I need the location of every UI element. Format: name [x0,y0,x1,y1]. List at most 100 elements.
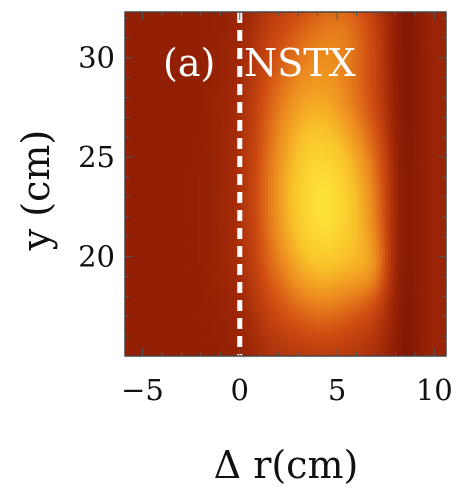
heatmap-cell [142,86,147,91]
heatmap-cell [148,179,152,184]
heatmap-cell [160,71,164,76]
heatmap-cell [139,143,144,148]
heatmap-cell [160,317,164,321]
heatmap-cell [154,17,158,22]
heatmap-cell [136,182,141,187]
heatmap-cell [127,47,132,52]
heatmap-cell [125,194,129,199]
heatmap-cell [127,287,132,291]
heatmap-cell [139,104,144,109]
heatmap-cell [142,329,147,333]
heatmap-cell [157,233,161,237]
heatmap-cell [145,281,149,285]
heatmap-cell [154,218,158,222]
heatmap-cell [139,101,144,106]
heatmap-cell [160,266,164,270]
heatmap-cell [157,335,161,339]
heatmap-cell [142,80,147,85]
heatmap-cell [151,83,155,88]
heatmap-cell [160,302,164,306]
heatmap-cell [148,350,152,354]
heatmap-cell [142,143,147,148]
heatmap-cell [162,242,167,246]
heatmap-cell [130,263,135,267]
heatmap-cell [154,83,158,88]
heatmap-cell [127,257,132,261]
heatmap-cell [125,233,129,237]
heatmap-cell [154,209,158,214]
heatmap-cell [139,122,144,127]
heatmap-cell [157,296,161,300]
heatmap-cell [130,230,135,234]
heatmap-cell [165,227,170,231]
heatmap-cell [125,227,129,231]
heatmap-cell [133,62,138,67]
heatmap-cell [148,176,152,181]
heatmap-cell [165,179,170,184]
heatmap-cell [125,74,129,79]
heatmap-cell [160,134,164,139]
heatmap-cell [145,236,149,240]
heatmap-cell [154,98,158,103]
heatmap-cell [154,293,158,297]
heatmap-cell [145,53,149,58]
heatmap-cell [136,23,141,28]
heatmap-cell [139,140,144,145]
heatmap-cell [151,341,155,345]
heatmap-cell [162,341,167,345]
heatmap-cell [145,29,149,34]
heatmap-cell [165,113,170,118]
heatmap-cell [162,86,167,91]
heatmap-cell [139,152,144,157]
heatmap-cell [145,194,149,199]
heatmap-cell [142,53,147,58]
heatmap-cell [139,47,144,52]
heatmap-cell [165,200,170,205]
heatmap-cell [139,125,144,130]
heatmap-cell [136,110,141,115]
heatmap-cell [127,152,132,157]
heatmap-cell [130,182,135,187]
heatmap-cell [130,251,135,255]
heatmap-cell [165,212,170,217]
heatmap-cell [165,170,170,175]
heatmap-cell [145,275,149,279]
heatmap-cell [160,347,164,351]
heatmap-cell [148,353,152,356]
heatmap-cell [162,332,167,336]
heatmap-cell [127,116,132,121]
heatmap-cell [142,191,147,196]
heatmap-cell [139,146,144,151]
heatmap-cell [142,68,147,73]
heatmap-cell [136,251,141,255]
heatmap-cell [160,326,164,330]
heatmap-cell [142,89,147,94]
heatmap-cell [157,56,161,61]
heatmap-cell [133,299,138,303]
heatmap-cell [160,113,164,118]
heatmap-cell [139,290,144,294]
heatmap-cell [136,209,141,214]
heatmap-cell [165,83,170,88]
heatmap-cell [165,341,170,345]
heatmap-cell [157,110,161,115]
heatmap-cell [151,296,155,300]
heatmap-cell [148,23,152,28]
heatmap-cell [130,185,135,190]
heatmap-cell [145,56,149,61]
heatmap-cell [162,170,167,175]
heatmap-cell [136,221,141,225]
heatmap-cell [127,17,132,22]
heatmap-cell [165,242,170,246]
heatmap-cell [151,197,155,202]
heatmap-cell [157,332,161,336]
heatmap-cell [139,65,144,70]
heatmap-cell [127,131,132,136]
heatmap-cell [162,239,167,243]
heatmap-cell [160,272,164,276]
heatmap-cell [162,335,167,339]
heatmap-cell [157,95,161,100]
heatmap-cell [157,38,161,43]
heatmap-cell [165,134,170,139]
heatmap-cell [157,74,161,79]
